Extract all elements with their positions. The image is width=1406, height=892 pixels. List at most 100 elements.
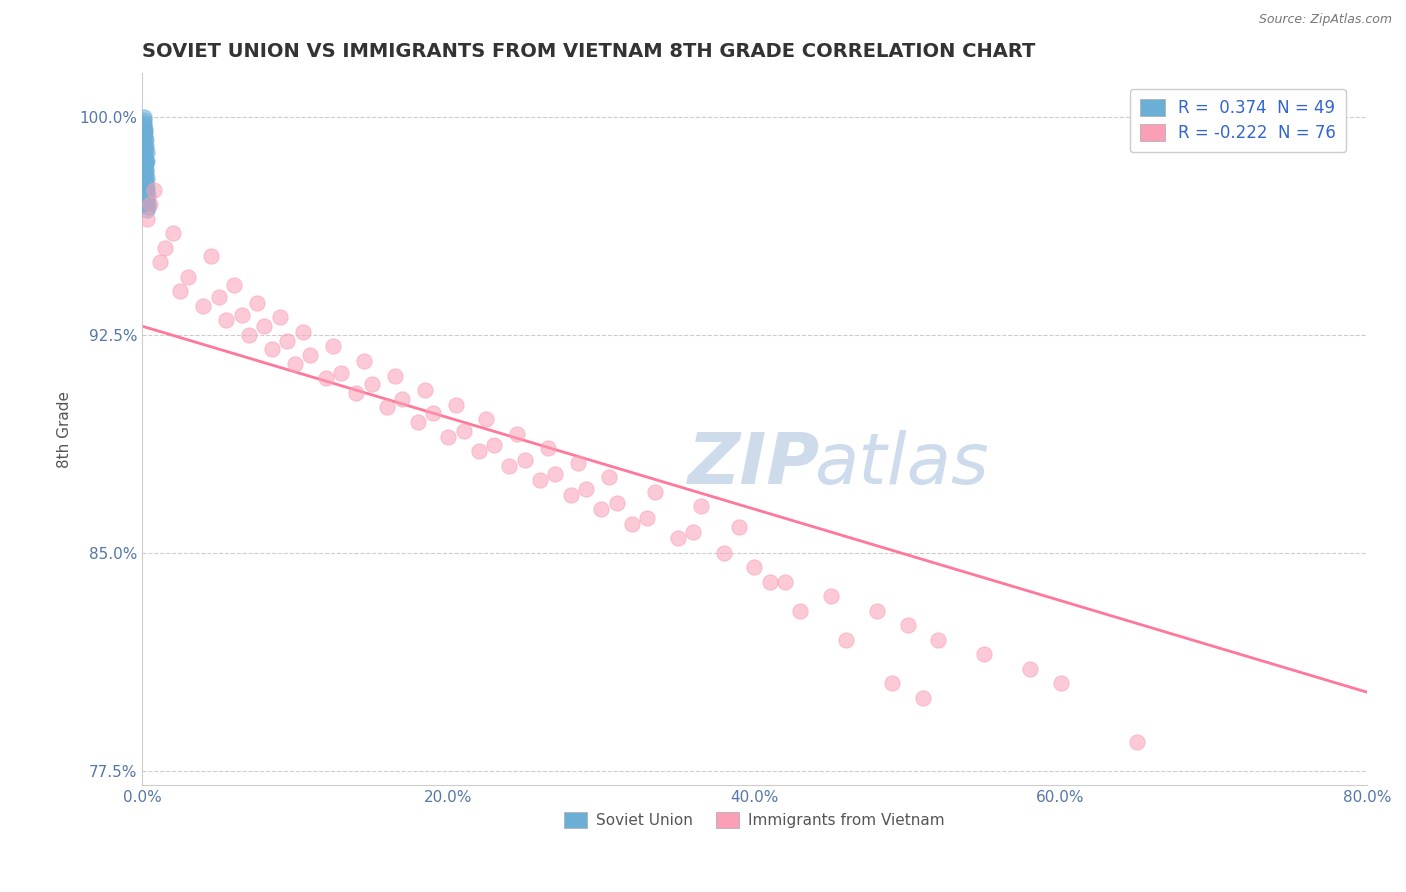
Point	[482, 438, 505, 452]
Text: atlas: atlas	[814, 430, 988, 500]
Point	[591, 502, 613, 516]
Point	[134, 130, 156, 145]
Point	[132, 145, 155, 159]
Point	[360, 377, 382, 392]
Point	[789, 604, 811, 618]
Point	[136, 153, 159, 168]
Point	[682, 525, 704, 540]
Point	[136, 202, 159, 217]
Point	[620, 516, 643, 531]
Point	[973, 648, 995, 662]
Point	[132, 128, 155, 142]
Point	[453, 424, 475, 438]
Point	[135, 183, 157, 197]
Point	[153, 241, 176, 255]
Point	[567, 456, 589, 470]
Point	[136, 179, 159, 194]
Point	[911, 690, 934, 705]
Point	[529, 473, 551, 487]
Point	[136, 197, 159, 211]
Point	[134, 147, 156, 161]
Point	[322, 339, 344, 353]
Point	[135, 188, 157, 202]
Point	[330, 366, 353, 380]
Point	[135, 165, 157, 179]
Point	[713, 546, 735, 560]
Point	[138, 200, 160, 214]
Point	[384, 368, 406, 383]
Point	[238, 327, 260, 342]
Point	[391, 392, 413, 406]
Point	[644, 484, 666, 499]
Point	[135, 194, 157, 209]
Point	[135, 177, 157, 191]
Point	[134, 160, 156, 174]
Point	[231, 308, 253, 322]
Point	[758, 574, 780, 589]
Point	[132, 136, 155, 150]
Point	[135, 174, 157, 188]
Point	[138, 197, 160, 211]
Point	[882, 676, 904, 690]
Point	[636, 511, 658, 525]
Point	[598, 470, 620, 484]
Point	[134, 153, 156, 168]
Point	[269, 310, 291, 325]
Point	[896, 618, 918, 632]
Point	[143, 183, 166, 197]
Point	[134, 162, 156, 177]
Point	[193, 299, 215, 313]
Point	[162, 226, 184, 240]
Point	[773, 574, 796, 589]
Point	[413, 383, 436, 397]
Point	[134, 136, 156, 150]
Point	[728, 519, 751, 533]
Point	[537, 441, 560, 455]
Point	[134, 121, 156, 136]
Point	[169, 285, 191, 299]
Point	[177, 269, 200, 284]
Point	[134, 153, 156, 168]
Point	[375, 401, 398, 415]
Point	[132, 124, 155, 138]
Point	[135, 162, 157, 177]
Point	[1126, 734, 1149, 748]
Point	[135, 139, 157, 153]
Point	[262, 343, 284, 357]
Point	[132, 110, 155, 124]
Point	[134, 124, 156, 138]
Point	[344, 386, 367, 401]
Point	[866, 604, 889, 618]
Point	[215, 313, 238, 327]
Point	[135, 179, 157, 194]
Point	[134, 116, 156, 130]
Point	[135, 145, 157, 159]
Text: ZIP: ZIP	[689, 430, 821, 500]
Y-axis label: 8th Grade: 8th Grade	[58, 391, 72, 467]
Point	[246, 296, 269, 310]
Point	[927, 632, 949, 647]
Point	[135, 133, 157, 147]
Point	[135, 186, 157, 200]
Point	[544, 467, 567, 482]
Point	[135, 171, 157, 186]
Point	[276, 334, 298, 348]
Point	[575, 482, 598, 496]
Point	[835, 632, 858, 647]
Point	[132, 133, 155, 147]
Point	[560, 488, 582, 502]
Point	[135, 156, 157, 170]
Point	[1049, 676, 1071, 690]
Point	[444, 398, 467, 412]
Point	[136, 188, 159, 202]
Point	[689, 500, 711, 514]
Point	[200, 249, 222, 263]
Point	[132, 128, 155, 142]
Point	[666, 531, 689, 545]
Point	[135, 211, 157, 226]
Point	[222, 278, 245, 293]
Point	[253, 319, 276, 334]
Point	[422, 406, 444, 420]
Point	[132, 121, 155, 136]
Point	[506, 426, 529, 441]
